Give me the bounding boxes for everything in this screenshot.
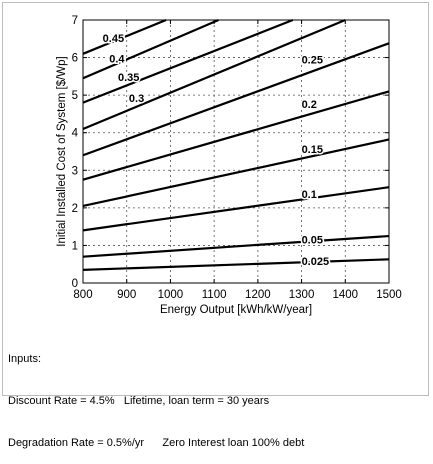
x-tick-label-2: 1000: [158, 289, 184, 301]
y-axis-title: Initial Installed Cost of System [$/Wp]: [56, 56, 68, 246]
x-tick-label-6: 1400: [332, 289, 358, 301]
x-tick-label-5: 1300: [289, 289, 315, 301]
y-tick-label-1: 1: [72, 240, 78, 252]
contour-line-5: [82, 42, 390, 157]
y-tick-label-6: 6: [72, 53, 78, 65]
contour-label-4: 0.2: [302, 99, 317, 111]
x-tick-label-0: 800: [73, 289, 92, 301]
plot-area-border: [82, 19, 390, 284]
contour-line-3: [82, 138, 390, 208]
x-tick-label-7: 1500: [376, 289, 402, 301]
x-axis-title: Energy Output [kWh/kW/year]: [160, 304, 312, 316]
contour-label-3: 0.15: [302, 144, 323, 156]
contour-label-6: 0.3: [129, 93, 144, 105]
x-tick-label-4: 1200: [245, 289, 271, 301]
contour-line-6: [82, 18, 346, 130]
contour-label-7: 0.35: [118, 72, 139, 84]
contour-label-0: 0.025: [302, 256, 330, 268]
y-tick-label-3: 3: [72, 165, 78, 177]
y-tick-label-2: 2: [72, 203, 78, 215]
contour-line-1: [82, 234, 390, 258]
notes-line-2: Discount Rate = 4.5% Lifetime, loan term…: [8, 395, 270, 407]
contour-line-2: [82, 186, 390, 232]
y-tick-label-0: 0: [72, 278, 78, 290]
x-tick-label-1: 900: [117, 289, 136, 301]
notes-line-3: Degradation Rate = 0.5%/yr Zero Interest…: [8, 437, 305, 449]
y-tick-label-5: 5: [72, 90, 78, 102]
y-tick-label-4: 4: [72, 128, 79, 140]
contour-label-8: 0.4: [109, 54, 125, 66]
contour-line-9: [82, 18, 167, 55]
inputs-notes: Inputs: Discount Rate = 4.5% Lifetime, l…: [8, 324, 304, 464]
contour-line-0: [82, 258, 390, 271]
contour-chart: 0.025 0.05 0.1 0.15 0.2 0.25 0.3 0.35 0.4 0.45 800…: [56, 15, 402, 316]
x-tick-label-3: 1100: [202, 289, 227, 301]
contour-label-2: 0.1: [302, 189, 317, 201]
contour-line-7: [82, 18, 294, 104]
contour-label-1: 0.05: [302, 234, 323, 246]
notes-line-1: Inputs:: [8, 353, 42, 365]
contour-line-4: [82, 90, 390, 181]
y-tick-label-7: 7: [72, 15, 78, 27]
contour-label-9: 0.45: [103, 33, 124, 45]
contour-label-5: 0.25: [302, 54, 323, 66]
contour-line-8: [82, 18, 219, 80]
figure-frame: [2, 2, 429, 396]
